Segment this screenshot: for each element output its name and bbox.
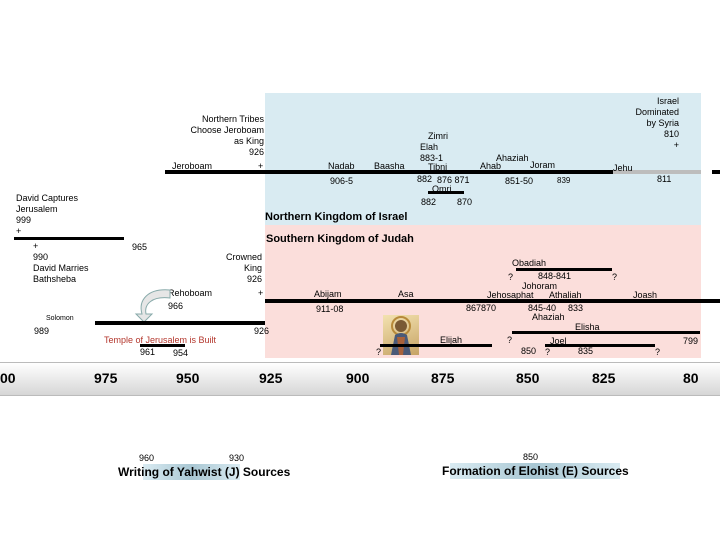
j-source-start: 960 — [139, 453, 155, 463]
crowned-plus: + — [258, 288, 264, 298]
northern-kings-bar — [165, 170, 613, 174]
obadiah-end-unknown: ? — [612, 272, 618, 282]
temple-building-bar — [140, 344, 185, 347]
succession-arrow-icon — [134, 289, 171, 323]
southern-kingdom-heading: Southern Kingdom of Judah — [266, 233, 414, 245]
elisha-label: Elisha — [575, 322, 600, 332]
elisha-end-unknown: ? — [655, 347, 661, 357]
david-captures-note: David Captures Jerusalem 999 + — [16, 193, 79, 236]
axis-label-1000: 00 — [0, 370, 16, 386]
jehu-end-year: 811 — [657, 174, 672, 184]
rehoboam-label: Rehoboam — [168, 288, 213, 298]
axis-label-925: 925 — [259, 370, 283, 386]
baasha-label: Baasha — [374, 161, 405, 171]
joel-bar — [545, 344, 655, 347]
obadiah-bar — [516, 268, 612, 271]
ahaziah-joram-years: 851-50 — [505, 176, 534, 186]
david-reign-bar — [14, 237, 124, 240]
obadiah-label: Obadiah — [512, 258, 547, 268]
joel-unknown: ? — [545, 347, 551, 357]
elah-years: 883-1 — [420, 153, 444, 163]
zimri-label: Zimri — [428, 131, 448, 141]
southern-kingdom-region — [265, 225, 701, 358]
omri-end-year: 870 — [457, 197, 473, 207]
e-source-date: 850 — [523, 452, 539, 462]
jeroboam-label: Jeroboam — [172, 161, 213, 171]
temple-start-year: 961 — [140, 347, 156, 357]
obadiah-start-unknown: ? — [508, 272, 514, 282]
david-marries-note: + 990 David Marries Bathsheba — [33, 241, 89, 284]
axis-label-900: 900 — [346, 370, 370, 386]
jehu-dynasty-bar — [613, 170, 701, 174]
joash-label: Joash — [633, 290, 658, 300]
nadab-label: Nadab — [328, 161, 355, 171]
j-source-label: Writing of Yahwist (J) Sources — [118, 465, 291, 479]
timeline-axis — [0, 362, 720, 396]
joel-start-year: 850 — [521, 346, 537, 356]
johoram-years: 848-841 — [538, 271, 572, 281]
elijah-bar — [380, 344, 492, 347]
asa-label: Asa — [398, 289, 414, 299]
year-965: 965 — [132, 242, 148, 252]
elijah-label: Elijah — [440, 335, 463, 345]
syria-dominance-note: Israel Dominated by Syria 810 + — [635, 96, 679, 150]
axis-label-825: 825 — [592, 370, 616, 386]
elijah-icon — [383, 315, 419, 355]
omri-years: 876 871 — [437, 175, 470, 185]
e-source-label: Formation of Elohist (E) Sources — [442, 464, 629, 478]
elisha-start-unknown: ? — [507, 335, 513, 345]
ahab-label: Ahab — [480, 161, 502, 171]
omri-label: Omri — [432, 184, 452, 194]
northern-kingdom-region — [265, 93, 701, 225]
elijah-start-unknown: ? — [376, 347, 382, 357]
joram-label: Joram — [530, 160, 556, 170]
elah-label: Elah — [420, 142, 439, 152]
crowned-king-note: Crowned King 926 — [225, 252, 262, 284]
temple-built-note: Temple of Jerusalem is Built — [104, 335, 217, 345]
johoram-label: Johoram — [522, 281, 558, 291]
southern-kings-bar — [265, 299, 720, 303]
ahaziah-north-label: Ahaziah — [496, 153, 529, 163]
tibni-label: Tibni — [428, 162, 448, 172]
axis-label-875: 875 — [431, 370, 455, 386]
solomon-years: 989 — [34, 326, 50, 336]
elisha-bar — [512, 331, 700, 334]
joash-end-year: 799 — [683, 336, 699, 346]
year-926: 926 — [254, 326, 270, 336]
joram-end-year: 839 — [557, 176, 571, 185]
tibni-year: 882 — [417, 174, 433, 184]
e-source-band — [450, 463, 620, 479]
athaliah-end-year: 833 — [568, 303, 584, 313]
axis-label-800: 80 — [683, 370, 699, 386]
jehosaphat-years: 867870 — [466, 303, 497, 313]
omri-start-year: 882 — [421, 197, 437, 207]
abijam-label: Abijam — [314, 289, 342, 299]
j-source-end: 930 — [229, 453, 245, 463]
temple-end-year: 954 — [173, 348, 189, 358]
omri-bar — [428, 191, 464, 194]
jeroboam-plus: + — [258, 161, 264, 171]
ahaziah-south-label: Ahaziah — [532, 312, 565, 322]
northern-tribes-note: Northern Tribes Choose Jeroboam as King … — [190, 114, 264, 157]
joel-label: Joel — [550, 336, 567, 346]
northern-bar-end — [712, 170, 720, 174]
northern-kingdom-heading: Northern Kingdom of Israel — [265, 211, 408, 223]
solomon-label: Solomon — [46, 315, 74, 322]
jehu-label: Jehu — [613, 163, 633, 173]
ahaziah-south-years: 845-40 — [528, 303, 557, 313]
jehosaphat-label: Jehosaphat — [487, 290, 534, 300]
rehoboam-years: 966 — [168, 301, 184, 311]
nadab-years: 906-5 — [330, 176, 354, 186]
axis-label-950: 950 — [176, 370, 200, 386]
solomon-reign-bar — [95, 321, 265, 325]
joel-end-year: 835 — [578, 346, 594, 356]
j-source-band — [143, 464, 240, 480]
athaliah-label: Athaliah — [549, 290, 582, 300]
axis-label-850: 850 — [516, 370, 540, 386]
abijam-years: 911-08 — [316, 304, 344, 314]
axis-label-975: 975 — [94, 370, 118, 386]
